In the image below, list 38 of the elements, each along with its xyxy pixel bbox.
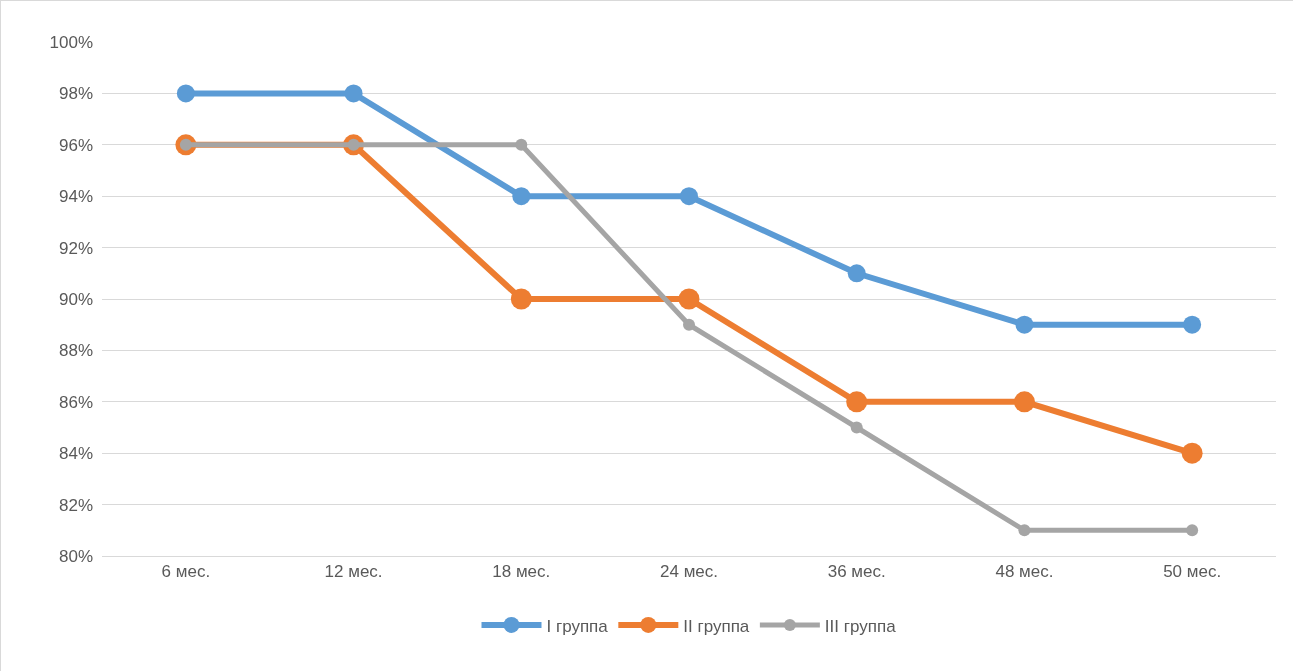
y-tick-label: 94% [58, 187, 93, 207]
point [1015, 315, 1034, 334]
x-tick-label: 50 мес. [1163, 562, 1222, 582]
y-tick-label: 90% [58, 289, 93, 309]
point [176, 84, 195, 103]
x-tick-label: 18 мес. [492, 562, 551, 582]
point [1186, 524, 1199, 537]
x-tick-label: 36 мес. [827, 562, 886, 582]
point [1013, 391, 1035, 413]
y-tick-label: 82% [58, 495, 93, 515]
legend-label: III группа [824, 616, 897, 636]
y-tick-label: 80% [58, 546, 93, 566]
point [1181, 442, 1203, 464]
point [846, 391, 868, 413]
point [683, 318, 695, 331]
point [515, 138, 528, 151]
point [512, 187, 531, 206]
point [847, 264, 866, 283]
point [1183, 315, 1202, 334]
point [850, 421, 863, 434]
point [678, 288, 700, 310]
x-tick-label: 12 мес. [324, 562, 383, 582]
x-tick-label: 6 мес. [161, 562, 211, 582]
y-tick-label: 84% [58, 444, 93, 464]
y-tick-label: 100% [49, 32, 93, 52]
y-tick-label: 96% [58, 135, 93, 155]
y-tick-label: 98% [58, 84, 93, 104]
legend-label: I группа [546, 616, 609, 636]
point [510, 288, 532, 310]
legend-label: II группа [683, 616, 750, 636]
point [1018, 524, 1031, 537]
point [344, 84, 363, 103]
x-tick-label: 24 мес. [660, 562, 718, 582]
x-tick-label: 48 мес. [995, 562, 1054, 582]
y-tick-label: 92% [58, 238, 93, 258]
y-tick-label: 88% [58, 341, 93, 361]
y-tick-label: 86% [58, 392, 93, 412]
point [680, 187, 698, 206]
